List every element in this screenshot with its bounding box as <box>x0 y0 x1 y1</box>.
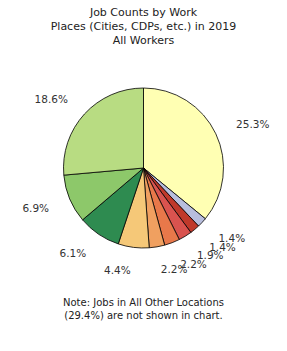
svg-text:1.9%: 1.9% <box>196 249 224 262</box>
html-text:Note: Jobs in All Other Locati: Note: Jobs in All Other Locations (29.4%… <box>63 297 224 321</box>
svg-text:25.3%: 25.3% <box>236 118 269 130</box>
html-text:Job Counts by Work Places (Cit: Job Counts by Work Places (Cities, CDPs,… <box>50 6 237 47</box>
svg-text:18.6%: 18.6% <box>35 93 68 105</box>
svg-text:6.1%: 6.1% <box>60 247 87 259</box>
svg-text:1.4%: 1.4% <box>209 240 236 253</box>
svg-text:1.4%: 1.4% <box>218 231 246 244</box>
svg-text:6.9%: 6.9% <box>22 202 49 214</box>
svg-text:2.2%: 2.2% <box>161 263 188 275</box>
svg-text:2.2%: 2.2% <box>180 257 207 270</box>
svg-text:4.4%: 4.4% <box>104 264 131 276</box>
